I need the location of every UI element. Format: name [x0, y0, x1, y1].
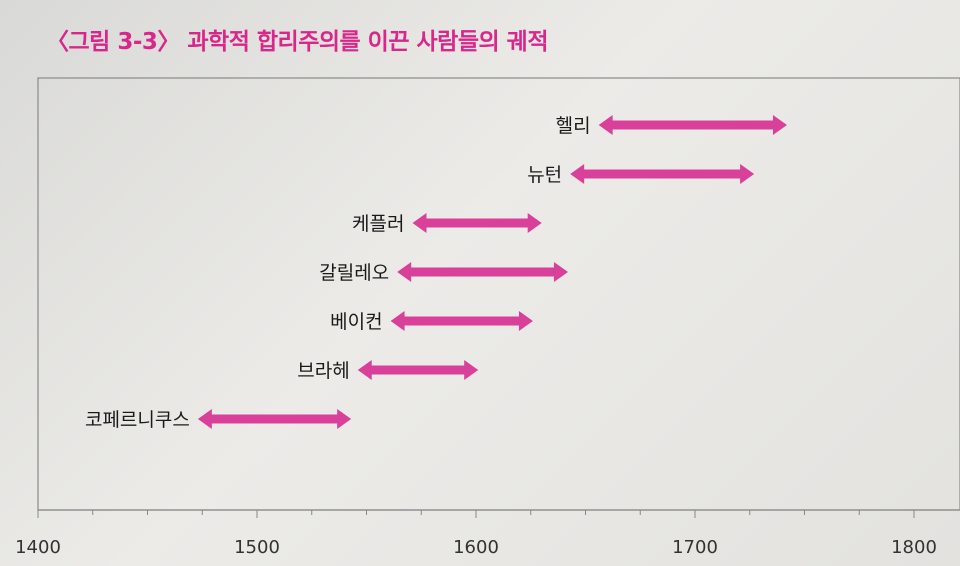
bar-label: 브라헤	[297, 360, 349, 382]
x-tick-label: 1800	[891, 537, 937, 558]
lifespan-arrow	[197, 409, 352, 429]
x-axis-ticks: 1400 1500 1600 1700 1800	[15, 510, 937, 558]
lifespan-bar: 브라헤	[297, 360, 479, 382]
plot-frame	[37, 77, 960, 511]
lifespan-arrow	[570, 164, 755, 184]
lifespan-bar: 케플러	[352, 213, 542, 235]
x-tick-label: 1600	[453, 537, 499, 558]
x-tick-label: 1400	[15, 537, 61, 558]
bar-label: 뉴턴	[527, 164, 562, 186]
bar-label: 케플러	[352, 213, 404, 235]
lifespan-bar: 코페르니쿠스	[85, 409, 352, 431]
lifespan-arrow	[357, 360, 479, 380]
bar-label: 베이컨	[330, 311, 382, 333]
lifespan-bar: 뉴턴	[527, 164, 755, 186]
bar-label: 헬리	[556, 115, 591, 137]
bar-label: 갈릴레오	[319, 262, 389, 284]
chart-title: 〈그림 3-3〉 과학적 합리주의를 이끈 사람들의 궤적	[46, 29, 548, 55]
lifespan-arrow	[598, 115, 787, 135]
lifespan-arrow	[397, 262, 568, 282]
x-tick-label: 1500	[234, 537, 280, 558]
lifespan-arrow	[390, 311, 533, 331]
lifespan-bar: 갈릴레오	[319, 262, 568, 284]
x-tick-label: 1700	[672, 537, 718, 558]
bar-label: 코페르니쿠스	[85, 409, 190, 431]
lifespan-bar: 헬리	[556, 115, 787, 137]
lifespan-bar: 베이컨	[330, 311, 533, 333]
lifespan-arrow	[412, 213, 542, 233]
